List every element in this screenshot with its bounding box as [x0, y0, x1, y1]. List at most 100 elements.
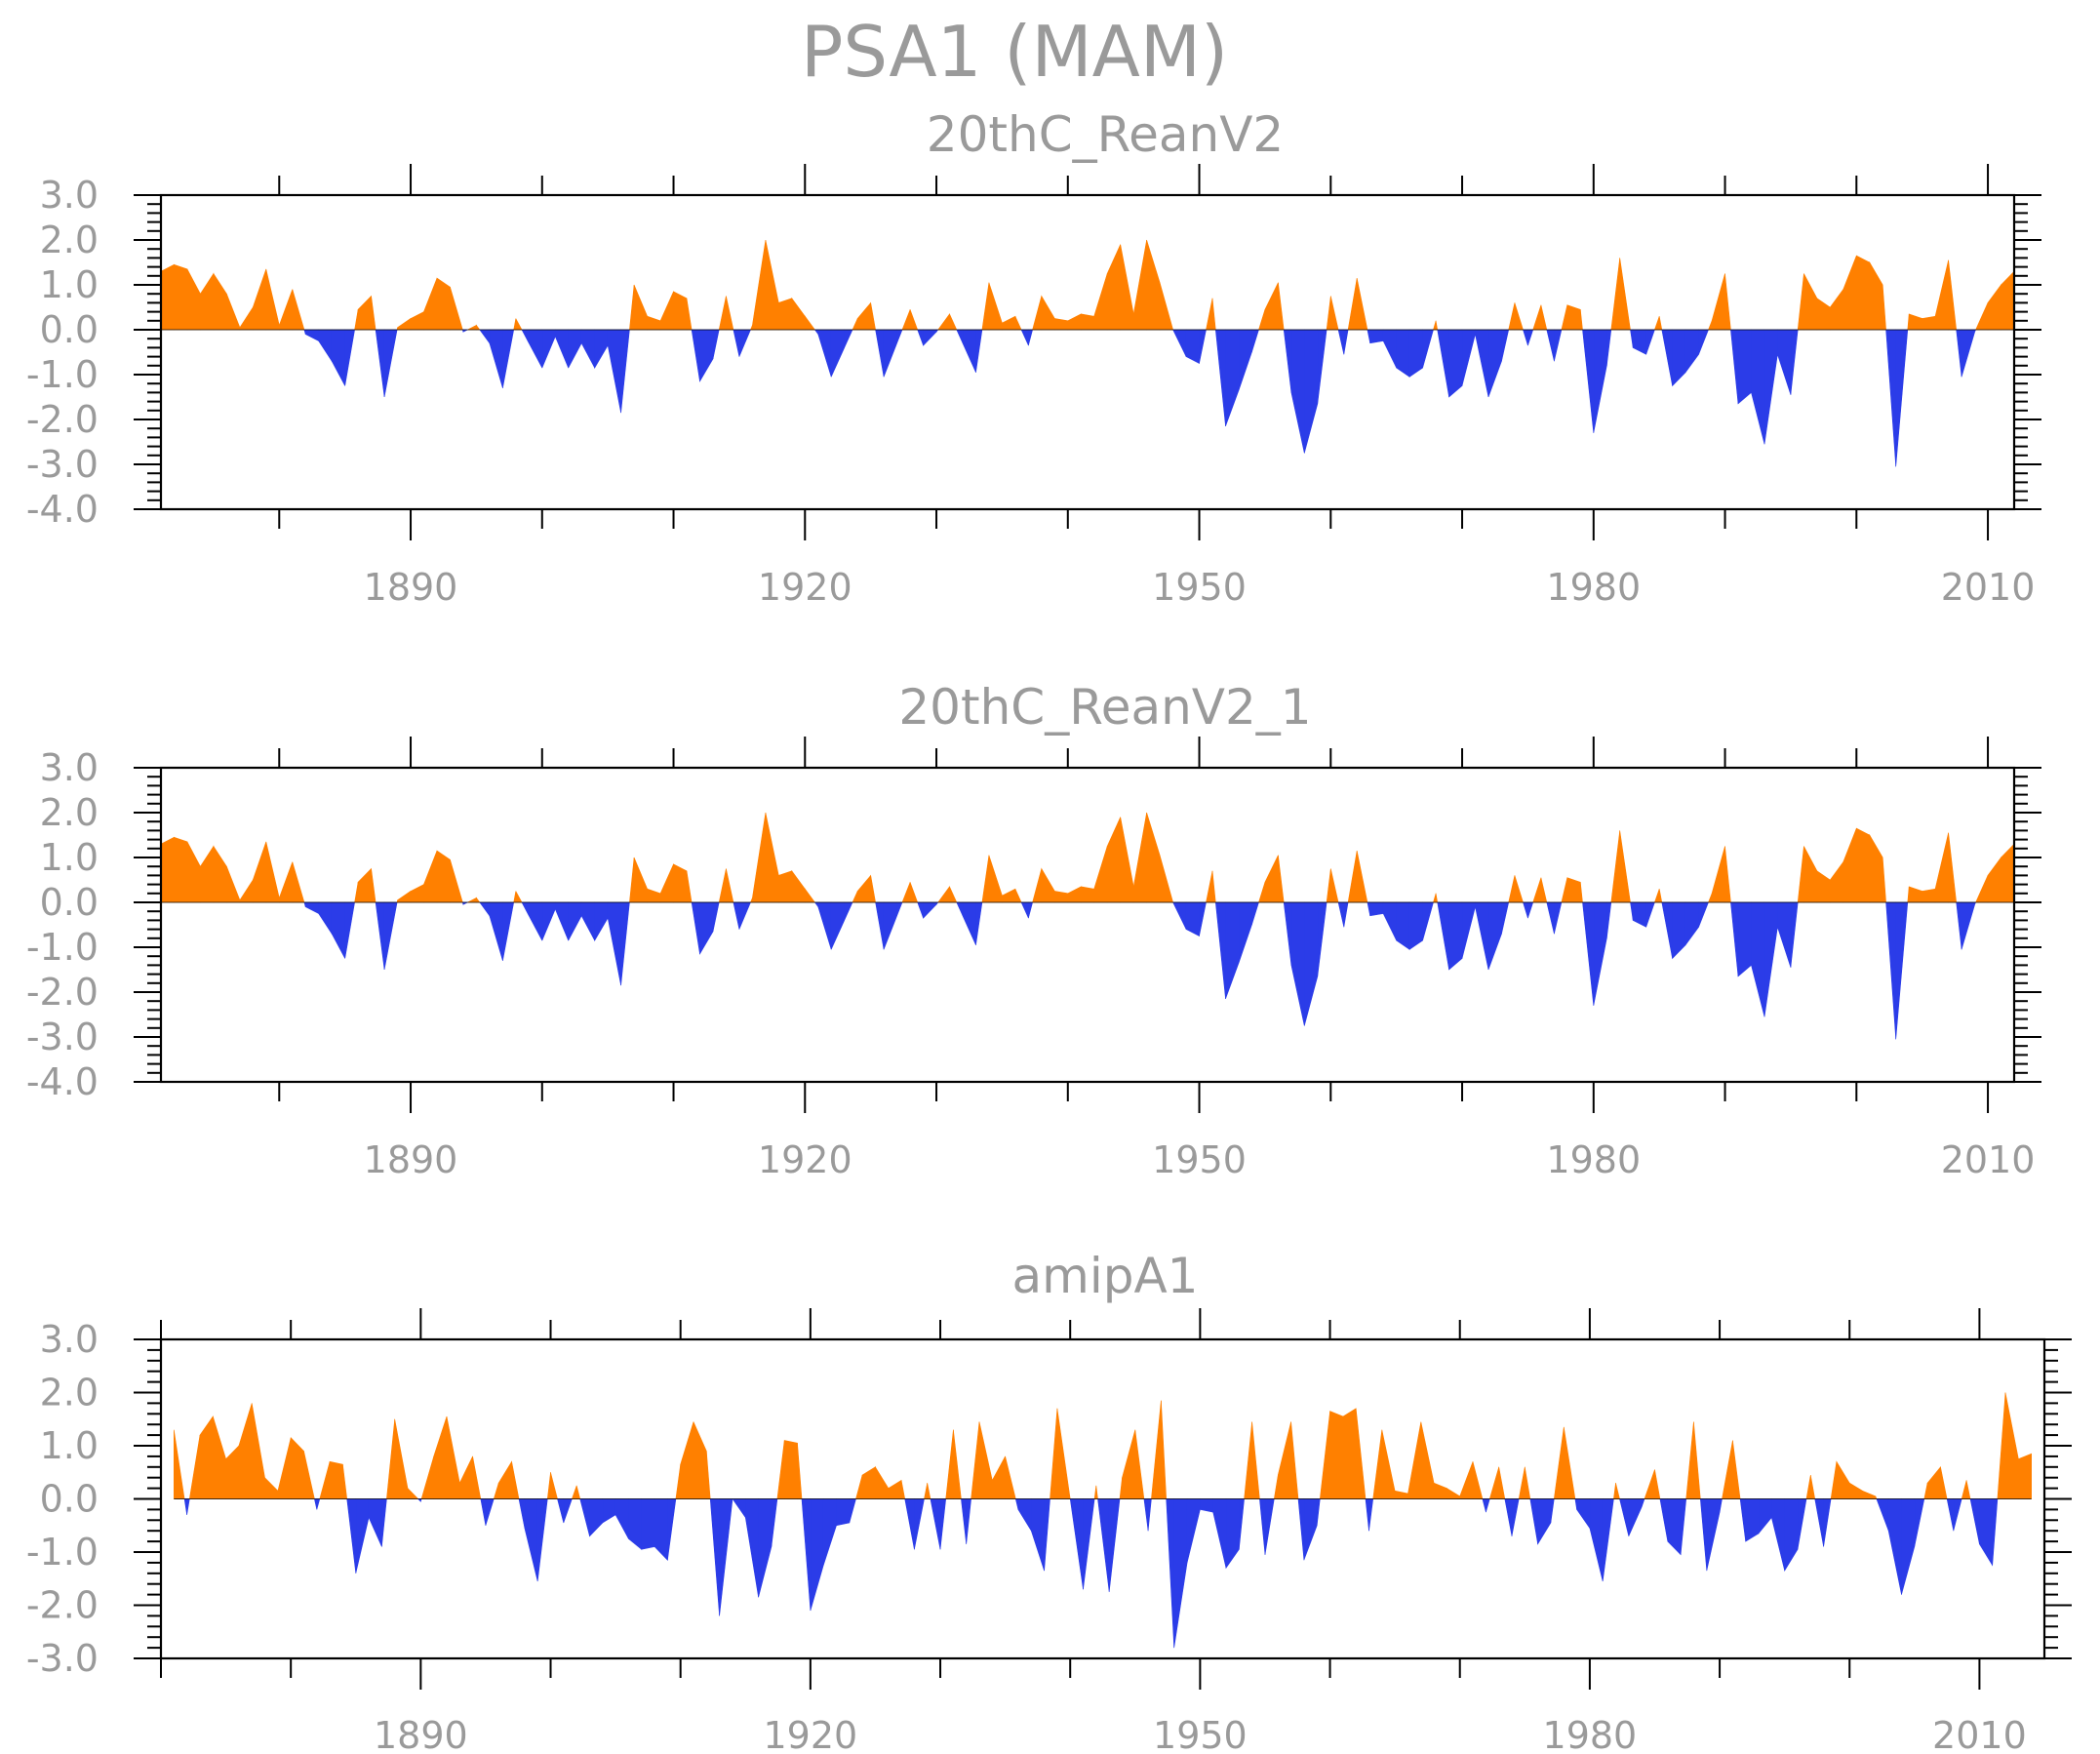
negative-area — [1303, 1498, 1318, 1561]
positive-area — [861, 1466, 876, 1499]
positive-area — [186, 841, 201, 903]
positive-area — [513, 891, 517, 903]
y-tick-label: 0.0 — [40, 1478, 99, 1521]
negative-area — [966, 1498, 971, 1544]
positive-area — [1797, 273, 1804, 331]
y-tick-label: 2.0 — [40, 791, 99, 834]
positive-area — [2018, 1453, 2032, 1499]
negative-area — [1763, 901, 1778, 1017]
positive-area — [394, 1418, 409, 1499]
negative-area — [712, 329, 720, 359]
negative-area — [1659, 1498, 1669, 1542]
positive-area — [1997, 1392, 2006, 1499]
positive-area — [1381, 1429, 1396, 1499]
positive-area — [2001, 270, 2015, 331]
positive-area — [1146, 812, 1161, 903]
negative-area — [917, 329, 924, 346]
positive-area — [888, 1479, 902, 1499]
negative-area — [1823, 1498, 1832, 1547]
positive-area — [467, 324, 477, 331]
positive-area — [1934, 832, 1949, 903]
positive-area — [988, 282, 1003, 331]
negative-area — [732, 1498, 746, 1519]
positive-area — [1561, 304, 1568, 331]
positive-area — [1561, 877, 1568, 903]
positive-area — [856, 301, 872, 331]
negative-area — [1251, 329, 1259, 353]
negative-area — [489, 901, 503, 961]
positive-area — [433, 1415, 448, 1499]
positive-area — [1922, 315, 1936, 331]
negative-area — [1382, 901, 1397, 941]
positive-area — [1258, 309, 1266, 331]
x-tick-label: 2010 — [1932, 1714, 2027, 1754]
positive-area — [1842, 827, 1857, 903]
positive-area — [354, 309, 359, 331]
negative-area — [699, 901, 714, 956]
negative-area — [1550, 1498, 1555, 1524]
negative-area — [1317, 901, 1327, 977]
negative-area — [594, 901, 609, 942]
negative-area — [1259, 1498, 1266, 1555]
positive-area — [239, 305, 254, 331]
negative-area — [1602, 1498, 1614, 1582]
positive-area — [1319, 1411, 1330, 1499]
negative-area — [1901, 1498, 1916, 1595]
positive-area — [1961, 1480, 1967, 1499]
positive-area — [450, 287, 463, 331]
negative-area — [1745, 1498, 1760, 1542]
negative-area — [1461, 329, 1476, 386]
positive-area — [1965, 1480, 1971, 1499]
positive-area — [1693, 1421, 1701, 1499]
positive-area — [953, 1429, 962, 1499]
positive-area — [937, 312, 950, 331]
negative-area — [607, 329, 621, 414]
negative-area — [956, 329, 964, 343]
positive-area — [1159, 282, 1173, 331]
negative-area — [1343, 329, 1349, 355]
negative-area — [1020, 329, 1029, 346]
negative-area — [1166, 1498, 1174, 1649]
positive-area — [1508, 875, 1516, 903]
negative-area — [1200, 1498, 1213, 1513]
negative-area — [1367, 901, 1370, 916]
negative-area — [416, 1498, 421, 1502]
positive-area — [791, 869, 806, 903]
negative-area — [1914, 1498, 1925, 1547]
negative-area — [744, 1498, 759, 1598]
negative-area — [620, 901, 630, 986]
positive-area — [1805, 1474, 1811, 1499]
positive-area — [1869, 833, 1883, 903]
positive-area — [1908, 886, 1922, 903]
negative-area — [1797, 1498, 1807, 1550]
negative-area — [844, 329, 853, 348]
y-tick-label: -2.0 — [26, 1584, 99, 1627]
negative-area — [896, 329, 903, 343]
positive-area — [1488, 1466, 1499, 1499]
positive-area — [354, 882, 359, 903]
negative-area — [1554, 329, 1563, 362]
positive-area — [357, 295, 372, 331]
negative-area — [589, 1498, 604, 1537]
negative-area — [654, 1498, 668, 1561]
negative-area — [620, 329, 630, 414]
negative-area — [883, 329, 897, 378]
negative-area — [1739, 1498, 1746, 1542]
negative-area — [1014, 1498, 1019, 1510]
negative-area — [1448, 329, 1463, 398]
positive-area — [174, 263, 188, 331]
negative-area — [719, 1498, 733, 1616]
negative-area — [738, 901, 751, 930]
positive-area — [225, 1445, 240, 1499]
negative-area — [738, 329, 751, 357]
positive-area — [472, 1455, 482, 1499]
positive-area — [1161, 1400, 1168, 1499]
positive-area — [410, 884, 424, 903]
negative-area — [709, 1498, 720, 1616]
negative-area — [817, 329, 832, 378]
positive-area — [386, 1418, 396, 1499]
negative-area — [1212, 1498, 1227, 1569]
negative-area — [524, 1498, 538, 1582]
negative-area — [830, 329, 846, 378]
